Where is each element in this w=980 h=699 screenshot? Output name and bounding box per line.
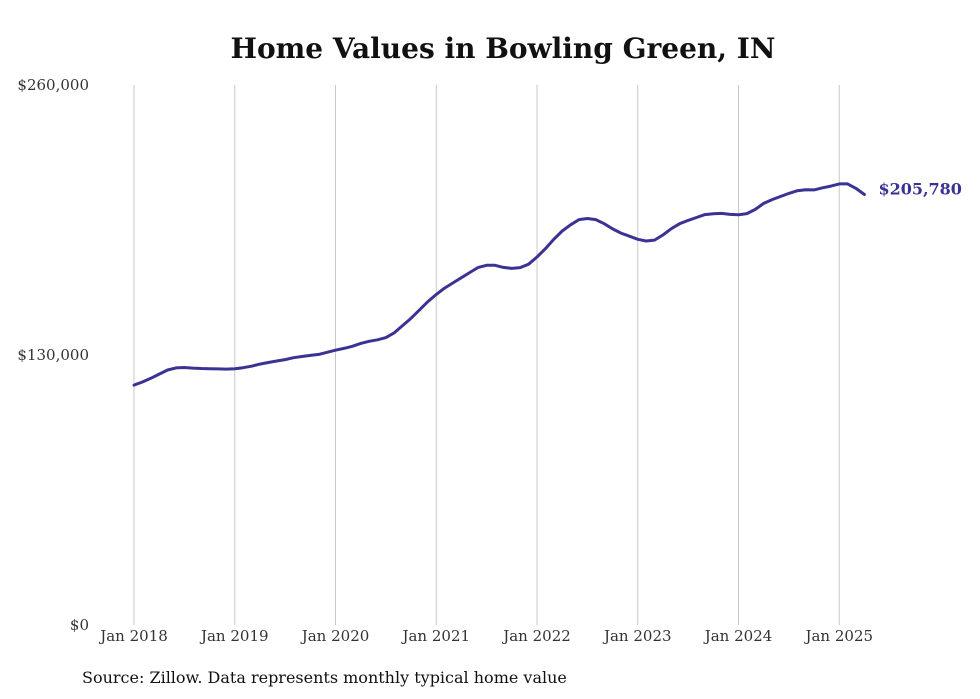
chart-title: Home Values in Bowling Green, IN: [231, 32, 776, 65]
x-tick-label: Jan 2025: [803, 627, 873, 645]
y-tick-label: $0: [70, 616, 89, 634]
x-tick-label: Jan 2021: [400, 627, 470, 645]
x-tick-label: Jan 2020: [300, 627, 370, 645]
y-tick-label: $260,000: [17, 76, 89, 94]
source-note: Source: Zillow. Data represents monthly …: [82, 668, 567, 687]
x-tick-label: Jan 2019: [199, 627, 269, 645]
y-axis-ticks: $0 $130,000 $260,000: [17, 76, 89, 634]
x-tick-label: Jan 2024: [703, 627, 773, 645]
x-tick-label: Jan 2018: [98, 627, 168, 645]
x-tick-label: Jan 2022: [501, 627, 571, 645]
y-tick-label: $130,000: [17, 346, 89, 364]
x-axis-ticks: Jan 2018 Jan 2019 Jan 2020 Jan 2021 Jan 2022…: [98, 627, 873, 645]
x-tick-label: Jan 2023: [602, 627, 672, 645]
vertical-gridlines: [133, 85, 840, 625]
end-value-label: $205,780: [878, 179, 962, 198]
home-value-line: [132, 182, 866, 387]
